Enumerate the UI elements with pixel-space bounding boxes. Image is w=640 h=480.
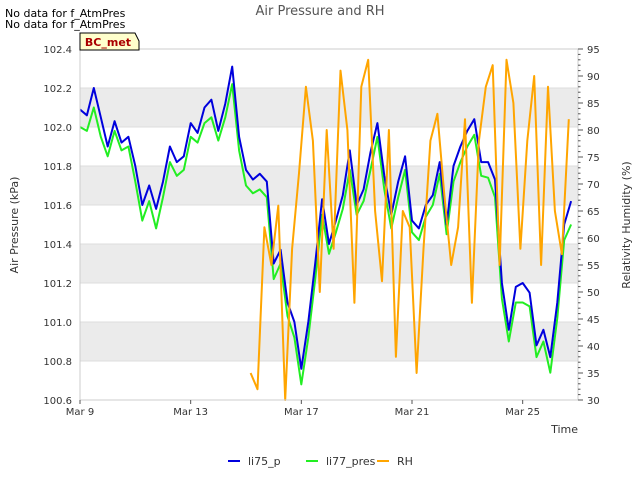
y-tick-label-right: 35: [587, 369, 600, 380]
y-tick-label-left: 101.0: [43, 318, 72, 329]
y-tick-label-right: 80: [587, 126, 600, 137]
chart-title: Air Pressure and RH: [255, 4, 384, 19]
y-tick-label-left: 102.0: [43, 123, 72, 134]
series-li77-pres: [79, 83, 573, 386]
series-li75-p: [79, 65, 573, 370]
legend-label: RH: [397, 455, 413, 468]
legend-label: li75_p: [248, 455, 281, 468]
y-tick-label-left: 100.6: [43, 396, 72, 407]
grid-band: [80, 322, 578, 361]
y-axis-label-left: Air Pressure (kPa): [8, 177, 21, 274]
y-tick-label-right: 75: [587, 153, 600, 164]
y-tick-label-right: 30: [587, 396, 600, 407]
y-tick-label-right: 40: [587, 342, 600, 353]
x-tick-label: Mar 17: [284, 407, 319, 418]
no-data-note-1: No data for f_AtmPres: [5, 7, 126, 20]
y-axis-label-right: Relativity Humidity (%): [620, 161, 633, 288]
y-tick-label-right: 50: [587, 288, 600, 299]
plot-frame: [79, 48, 579, 401]
grid-band: [80, 88, 578, 127]
y-tick-label-left: 102.2: [43, 84, 72, 95]
y-tick-label-right: 70: [587, 180, 600, 191]
y-tick-label-right: 60: [587, 234, 600, 245]
y-tick-label-right: 45: [587, 315, 600, 326]
y-tick-label-left: 101.6: [43, 201, 72, 212]
y-tick-label-right: 90: [587, 72, 600, 83]
y-tick-label-right: 85: [587, 99, 600, 110]
y-axis-left: 100.6 100.8 101.0 101.2 101.4 101.6 101.8 102.0…: [43, 45, 72, 407]
series-lines: [79, 58, 573, 401]
site-badge: BC_met: [79, 32, 140, 51]
site-badge-label: BC_met: [85, 36, 131, 49]
y-tick-label-right: 55: [587, 261, 600, 272]
legend: li75_p li77_pres RH: [228, 455, 413, 468]
x-tick-label: Mar 21: [395, 407, 430, 418]
y-tick-label-right: 65: [587, 207, 600, 218]
no-data-note-2: No data for f_AtmPres: [5, 18, 126, 31]
y-tick-label-left: 101.2: [43, 279, 72, 290]
x-tick-label: Mar 9: [66, 407, 94, 418]
y-axis-right: 30 35 40 45 50 55 60 65 70 75 80 85 90 95: [578, 45, 600, 407]
y-tick-label-left: 101.8: [43, 162, 72, 173]
y-tick-label-left: 102.4: [43, 45, 72, 56]
x-tick-label: Mar 13: [173, 407, 208, 418]
y-tick-label-right: 95: [587, 45, 600, 56]
x-axis-label: Time: [550, 423, 578, 436]
x-tick-label: Mar 25: [505, 407, 540, 418]
series-RH: [249, 58, 570, 401]
y-tick-label-left: 100.8: [43, 357, 72, 368]
x-axis: Mar 9 Mar 13 Mar 17 Mar 21 Mar 25: [66, 400, 540, 418]
legend-label: li77_pres: [326, 455, 376, 468]
y-tick-label-left: 101.4: [43, 240, 72, 251]
